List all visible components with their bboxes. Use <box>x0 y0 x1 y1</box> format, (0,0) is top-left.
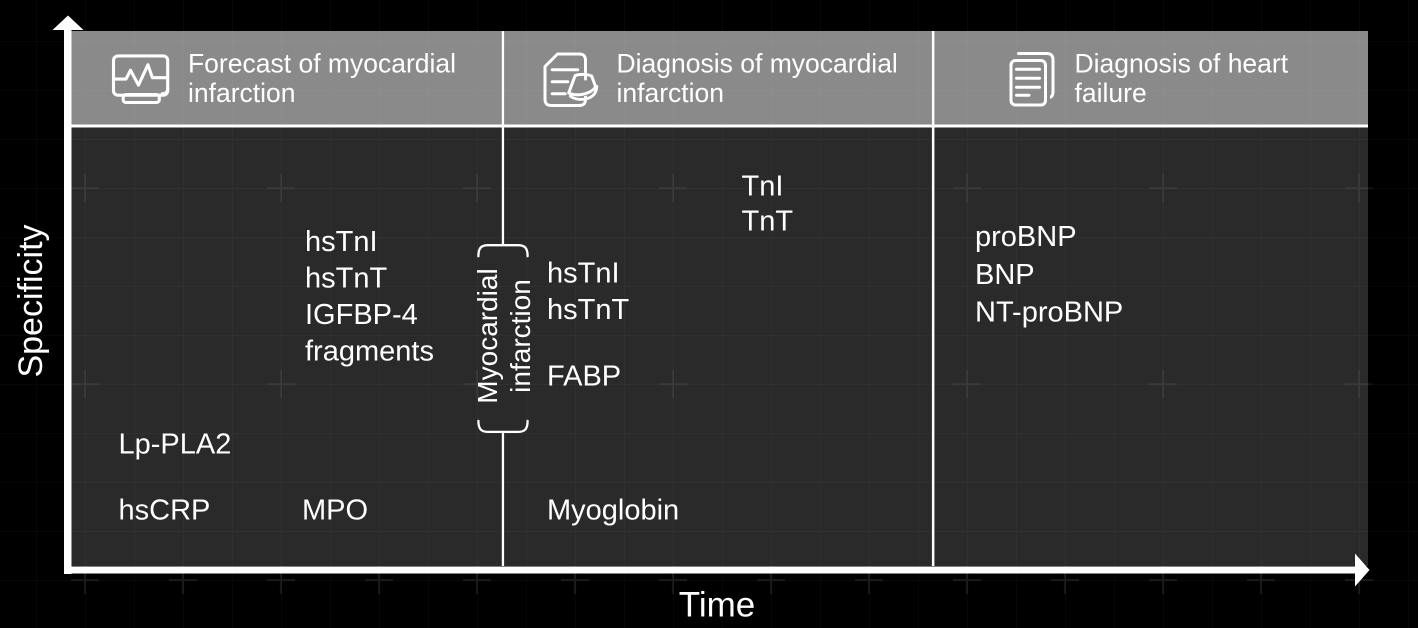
svg-text:hsTnI: hsTnI <box>547 258 620 290</box>
svg-text:MPO: MPO <box>302 495 368 527</box>
svg-text:fragments: fragments <box>305 336 434 368</box>
svg-text:hsTnI: hsTnI <box>305 226 378 258</box>
svg-text:TnI: TnI <box>742 171 784 203</box>
svg-text:Lp-PLA2: Lp-PLA2 <box>119 429 232 461</box>
svg-text:IGFBP-4: IGFBP-4 <box>305 299 418 331</box>
svg-text:FABP: FABP <box>547 360 621 392</box>
svg-text:BNP: BNP <box>975 259 1035 291</box>
svg-text:hsTnT: hsTnT <box>305 263 387 295</box>
svg-text:NT-proBNP: NT-proBNP <box>975 297 1123 329</box>
svg-text:failure: failure <box>1075 78 1147 108</box>
svg-text:infarction: infarction <box>505 279 536 393</box>
svg-text:Forecast of myocardial: Forecast of myocardial <box>188 48 456 78</box>
svg-text:hsCRP: hsCRP <box>119 495 211 527</box>
svg-text:Diagnosis of heart: Diagnosis of heart <box>1075 48 1289 78</box>
svg-text:Diagnosis of myocardial: Diagnosis of myocardial <box>617 48 898 78</box>
svg-text:infarction: infarction <box>188 78 296 108</box>
svg-text:proBNP: proBNP <box>975 221 1077 253</box>
svg-text:TnT: TnT <box>742 206 794 238</box>
svg-text:infarction: infarction <box>617 78 725 108</box>
svg-text:Myoglobin: Myoglobin <box>547 495 679 527</box>
svg-text:hsTnT: hsTnT <box>547 294 629 326</box>
svg-text:Specificity: Specificity <box>12 224 50 377</box>
svg-text:Time: Time <box>679 586 755 625</box>
svg-text:Myocardial: Myocardial <box>472 268 503 403</box>
